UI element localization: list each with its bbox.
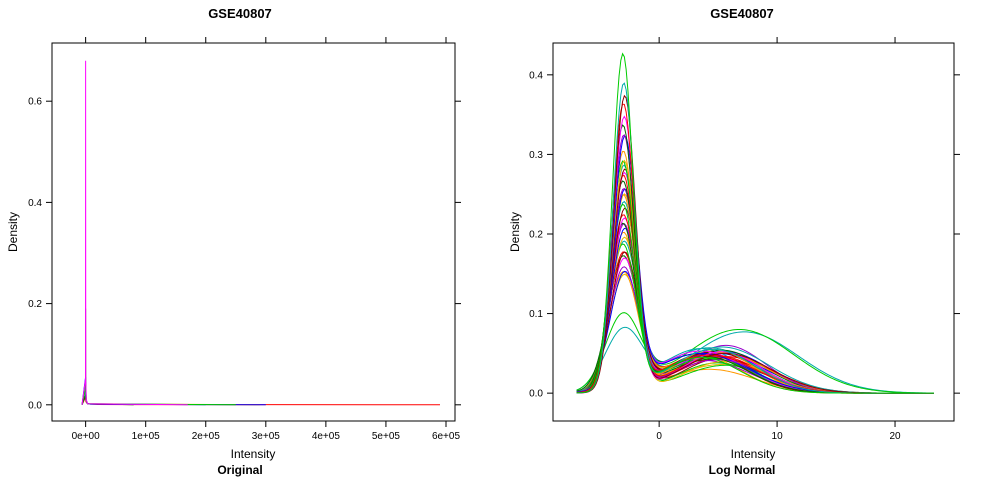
plot-frame (552, 42, 955, 422)
y-tick-label: 0.4 (28, 198, 42, 209)
y-tick-label: 0.0 (529, 389, 543, 400)
x-tick-label: 4e+05 (312, 431, 341, 442)
y-axis-label: Density (508, 212, 522, 252)
x-tick-label: 0e+00 (72, 431, 101, 442)
x-tick-label: 6e+05 (432, 431, 461, 442)
x-tick-label: 5e+05 (372, 431, 401, 442)
density-curve (576, 52, 934, 394)
x-tick-label: 3e+05 (252, 431, 281, 442)
plot-frame (51, 42, 456, 422)
y-tick-label: 0.3 (529, 150, 543, 161)
y-axis-label: Density (6, 212, 20, 252)
y-tick-label: 0.1 (529, 309, 543, 320)
density-curve (576, 326, 934, 394)
chart-title: GSE40807 (208, 6, 272, 21)
x-tick-label: 2e+05 (192, 431, 221, 442)
density-curve (576, 312, 934, 394)
x-tick-label: 0 (656, 431, 662, 442)
y-tick-label: 0.6 (28, 97, 42, 108)
x-tick-label: 20 (889, 431, 901, 442)
x-axis-label: Intensity (231, 447, 276, 461)
chart-title: GSE40807 (710, 6, 774, 21)
chart-subtitle: Log Normal (709, 463, 776, 477)
y-tick-label: 0.0 (28, 400, 42, 411)
x-axis-label: Intensity (731, 447, 776, 461)
x-tick-label: 10 (772, 431, 784, 442)
chart-original: GSE40807 0e+00 1e+05 2e+05 3e+05 4e+05 5e+05 6… (6, 6, 461, 477)
y-tick-label: 0.2 (28, 299, 42, 310)
chart-log-normal: GSE40807 0 10 200.00.10.20.30.4 Intensity … (508, 6, 960, 477)
chart-subtitle: Original (217, 463, 262, 477)
y-tick-label: 0.4 (529, 70, 543, 81)
y-tick-label: 0.2 (529, 229, 543, 240)
x-tick-label: 1e+05 (132, 431, 161, 442)
density-curve (81, 60, 188, 406)
